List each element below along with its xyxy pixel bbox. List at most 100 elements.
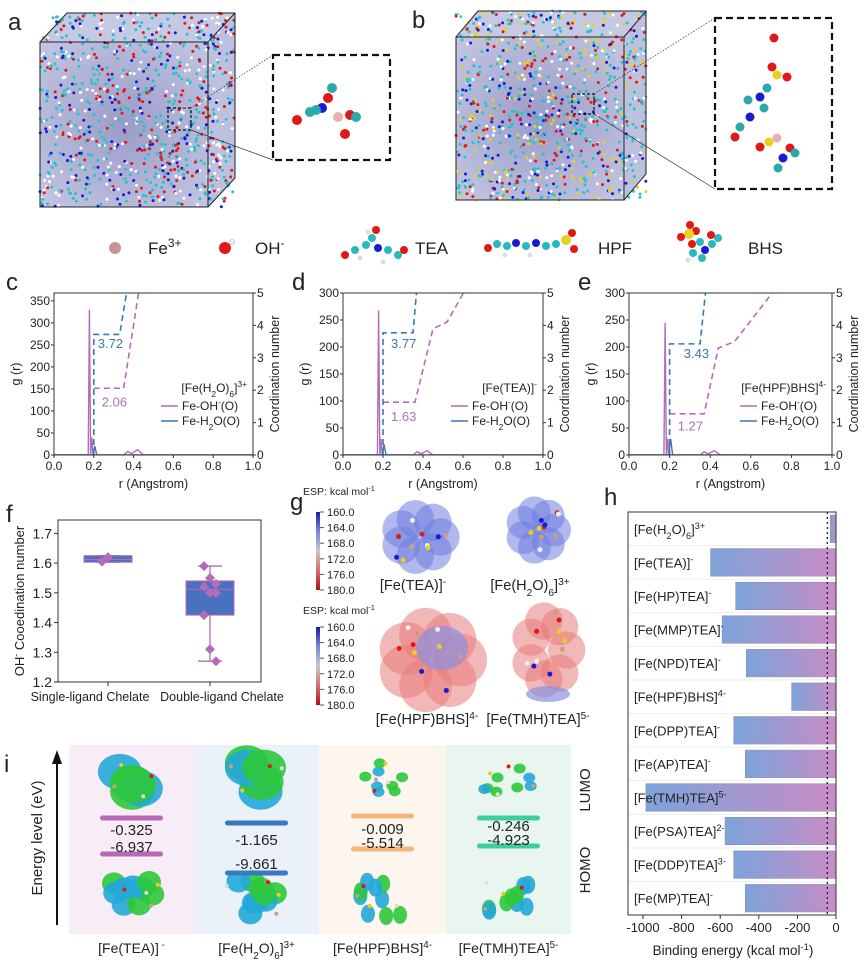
coordination-curve-0	[383, 293, 465, 403]
complex-label-part: 5-	[550, 940, 559, 951]
x-tick-label: 0.6	[455, 459, 472, 473]
esp-tick-label: 168.0	[327, 653, 355, 665]
y2-tick-label: 3	[547, 351, 554, 365]
panel-label-d: d	[292, 269, 305, 296]
data-point	[199, 610, 209, 621]
bar-category-label-part: 2-	[716, 823, 724, 833]
legend-title-part: -	[534, 379, 537, 389]
atom	[323, 93, 333, 103]
x-tick-label: 1.0	[824, 459, 841, 473]
atom	[745, 112, 755, 122]
legend-entry-part: (O)	[800, 399, 817, 413]
bar-category-label-part: -	[710, 890, 713, 900]
esp-title-part: -1	[368, 484, 375, 493]
complex-label-part: 4-	[423, 940, 432, 951]
panel-label-b: b	[412, 7, 425, 34]
y-tick-label: 300	[605, 286, 625, 300]
bar-category-label-part: -	[721, 622, 724, 632]
rdf-curve-1	[629, 438, 832, 455]
esp-title-part: -1	[368, 603, 375, 612]
data-point	[211, 587, 221, 598]
lumo-energy-value: -0.246	[487, 818, 530, 835]
bar-category-label-part: [Fe(HP)TEA]	[634, 589, 708, 604]
x-tick-label: 0.4	[415, 459, 432, 473]
panel-label-f: f	[6, 501, 13, 528]
bar	[735, 581, 837, 611]
x-tick-label: 0.8	[205, 459, 222, 473]
y-tick-label: 1.2	[33, 674, 53, 690]
legend-entry-part: (O)	[511, 399, 528, 413]
esp-molecule-label-part: 3+	[558, 577, 570, 588]
esp-molecule-label: [Fe(TMH)TEA]5-	[486, 711, 589, 729]
atom	[340, 129, 350, 139]
atom	[735, 122, 745, 132]
esp-molecule-label: [Fe(HPF)BHS]4-	[376, 711, 478, 729]
zoom-inset-b	[571, 16, 834, 191]
legend-label-tea-part: TEA	[415, 239, 449, 258]
lumo-energy-value: -0.325	[110, 822, 153, 839]
legend-label-oh: OH-	[255, 236, 285, 258]
y-tick-label: 150	[605, 367, 625, 381]
legend-entry-part: O(O)	[792, 414, 819, 428]
esp-tick-label: 168.0	[327, 538, 355, 550]
esp-molecule-label-part: 5-	[581, 711, 590, 722]
x-axis-label: r (Angstrom)	[696, 477, 765, 491]
complex-column-0: -0.325-6.937 [Fe(TEA)] -	[69, 745, 194, 956]
homo-energy-value: -4.923	[487, 832, 530, 849]
legend-label-fe-part: Fe	[148, 239, 168, 258]
x-axis-label: r (Angstrom)	[408, 477, 477, 491]
coordination-curve-0	[669, 293, 774, 415]
y-tick-label: 1.6	[33, 555, 53, 571]
lumo-label: LUMO	[577, 768, 594, 811]
x-tick-label: 0.6	[742, 459, 759, 473]
esp-molecule-label-part: O)	[532, 578, 548, 594]
coordination-curve-1	[93, 293, 128, 455]
atom	[333, 112, 343, 122]
y2-tick-label: 3	[836, 351, 843, 365]
hpf-molecule-icon	[484, 229, 578, 258]
bar-category-label-part: 4-	[718, 689, 726, 699]
atom	[772, 133, 782, 143]
bar-category-label: [Fe(DPP)TEA]-	[634, 722, 720, 738]
atom	[755, 92, 765, 102]
x-tick-label: -600	[707, 920, 733, 935]
homo-label: HOMO	[577, 847, 594, 894]
atom	[764, 137, 774, 147]
bar-category-label: [Fe(TEA)]-	[634, 554, 693, 570]
bar	[710, 548, 837, 577]
legend-title-part: [Fe(TEA)]	[482, 381, 534, 395]
x-tick-label: 0	[832, 920, 839, 935]
esp-tick-label: 180.0	[327, 585, 355, 597]
atom	[292, 115, 302, 125]
esp-molecule-label: [Fe(TEA)]-	[380, 577, 446, 595]
y2-tick-label: 1	[547, 416, 554, 430]
bar-category-label-part: 2	[667, 531, 672, 541]
legend-label-bhs-part: BHS	[748, 239, 783, 258]
legend-entry-part: Fe-H	[472, 414, 499, 428]
data-point	[211, 656, 221, 667]
box	[185, 580, 235, 616]
legend-label-bhs: BHS	[748, 239, 783, 258]
y2-tick-label: 0	[547, 448, 554, 462]
atom	[743, 95, 753, 105]
legend-entry-part: -	[508, 397, 511, 407]
esp-tick-label: 172.0	[327, 554, 355, 566]
legend-title-part: 3+	[237, 379, 247, 389]
legend-title-part: [Fe(H	[181, 381, 211, 395]
esp-tick-label: 172.0	[327, 669, 355, 681]
x-tick-label: 0.0	[46, 459, 63, 473]
bar-category-label-part: -	[690, 554, 693, 564]
y-axis-label: g (r)	[9, 363, 23, 386]
x-category-label: Single-ligand Chelate	[31, 690, 150, 704]
complex-label-part: [Fe(H	[218, 940, 253, 956]
bar-category-label-part: 3-	[718, 857, 726, 867]
y2-tick-label: 2	[257, 383, 264, 397]
atom	[782, 72, 792, 82]
complex-label-part: [Fe(HPF)BHS]	[333, 940, 423, 956]
iron-ion-sphere-icon	[109, 242, 121, 254]
complex-label-part: [Fe(TMH)TEA]	[459, 940, 550, 956]
y-tick-label: 50	[326, 421, 340, 435]
y-tick-label: 50	[612, 421, 626, 435]
bar-category-label: [Fe(H2O)6]3+	[634, 521, 705, 541]
complex-label: [Fe(H2O)6]3+	[218, 940, 295, 962]
